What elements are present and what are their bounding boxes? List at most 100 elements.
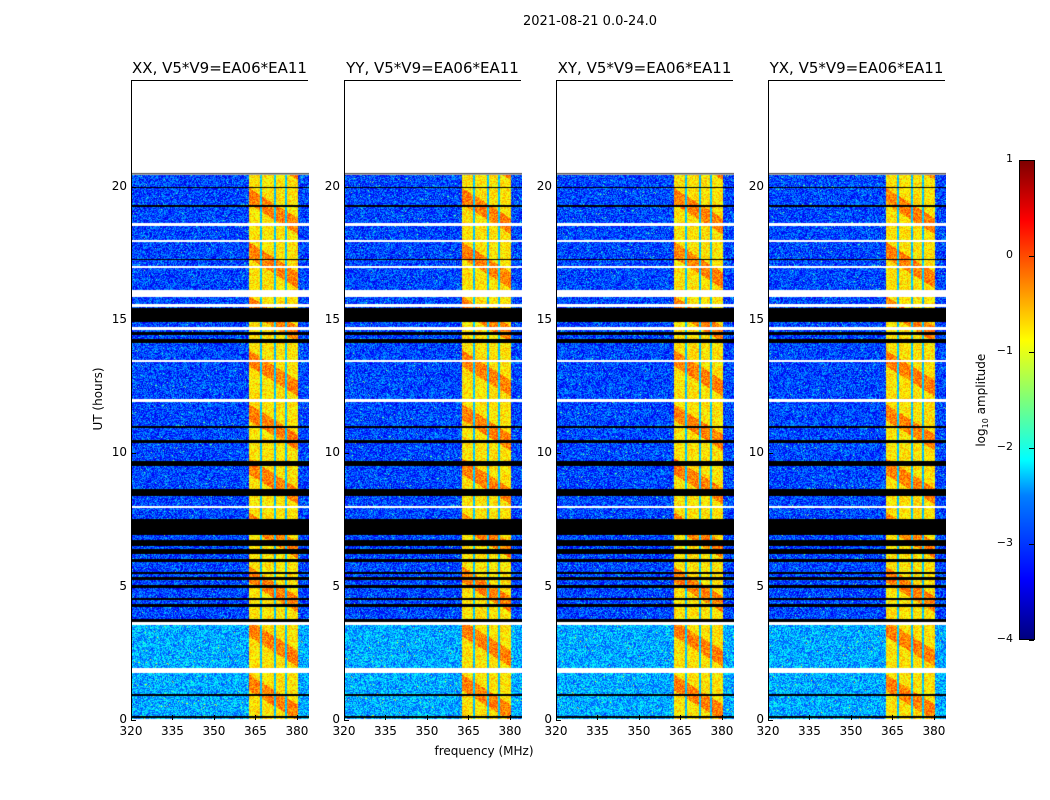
x-tick-label: 320: [544, 724, 568, 738]
x-axis-label: frequency (MHz): [434, 744, 534, 758]
y-tick-label: 0: [756, 712, 764, 726]
y-tick-label: 10: [536, 445, 552, 460]
colorbar: [1019, 160, 1035, 640]
heatmap-image: [557, 81, 734, 721]
x-tick-label: 380: [922, 724, 946, 738]
x-tick: [680, 715, 682, 720]
y-tick: [131, 320, 136, 321]
y-tick-label: 0: [544, 712, 552, 726]
y-tick: [344, 320, 349, 321]
x-tick: [296, 715, 298, 720]
heatmap-image: [769, 81, 946, 721]
x-tick-label: 320: [119, 724, 143, 738]
y-tick-label: 20: [536, 178, 552, 193]
colorbar-tick-label: 0: [1006, 248, 1013, 261]
x-tick: [892, 715, 894, 720]
x-tick: [556, 715, 557, 720]
heatmap-image: [345, 81, 522, 721]
x-tick-label: 350: [627, 724, 651, 738]
y-tick-label: 10: [748, 445, 764, 460]
y-tick: [768, 586, 773, 588]
y-tick-label: 15: [536, 312, 552, 326]
y-tick: [556, 186, 561, 188]
x-tick: [638, 715, 640, 720]
y-tick-label: 15: [111, 312, 127, 326]
y-tick: [344, 453, 349, 455]
y-tick: [556, 320, 561, 321]
y-tick-label: 5: [119, 578, 127, 593]
y-tick-label: 15: [748, 312, 764, 326]
x-tick-label: 365: [881, 724, 904, 738]
y-tick-label: 20: [324, 178, 340, 193]
y-tick-label: 5: [544, 578, 552, 593]
y-axis-label: UT (hours): [91, 367, 105, 431]
y-tick-label: 20: [748, 178, 764, 193]
x-tick: [509, 715, 511, 720]
y-tick: [344, 720, 349, 721]
x-tick-label: 365: [457, 724, 480, 738]
colorbar-tick: [1029, 352, 1034, 353]
x-tick: [385, 715, 387, 720]
y-tick: [344, 586, 349, 588]
y-tick-label: 10: [111, 445, 127, 460]
colorbar-tick: [1029, 256, 1034, 257]
y-tick: [131, 186, 136, 188]
x-tick: [426, 715, 428, 720]
panel-title: XY, V5*V9=EA06*EA11: [557, 59, 732, 77]
x-tick-label: 380: [285, 724, 309, 738]
x-tick: [468, 715, 470, 720]
x-tick-label: 335: [798, 724, 821, 738]
colorbar-tick-label: −2: [996, 440, 1013, 453]
x-tick: [213, 715, 215, 720]
y-tick: [131, 453, 136, 455]
x-tick: [131, 715, 132, 720]
x-tick: [933, 715, 935, 720]
y-tick: [768, 720, 773, 721]
x-tick-label: 350: [415, 724, 439, 738]
colorbar-tick-label: −1: [996, 344, 1013, 357]
y-tick-label: 0: [332, 712, 340, 726]
y-tick: [344, 186, 349, 188]
x-tick: [850, 715, 852, 720]
y-tick: [768, 320, 773, 321]
heatmap-panel: [556, 80, 734, 721]
x-tick: [597, 715, 599, 720]
y-tick: [556, 586, 561, 588]
y-tick-label: 20: [111, 178, 127, 193]
x-tick: [255, 715, 257, 720]
colorbar-tick-label: −4: [996, 632, 1013, 645]
x-tick-label: 320: [332, 724, 356, 738]
colorbar-label-rest: amplitude: [973, 353, 988, 419]
x-tick-label: 335: [586, 724, 609, 738]
heatmap-panel: [768, 80, 946, 721]
y-tick: [556, 720, 561, 721]
x-tick-label: 380: [498, 724, 522, 738]
x-tick-label: 365: [669, 724, 692, 738]
x-tick: [809, 715, 811, 720]
colorbar-tick: [1029, 448, 1034, 449]
colorbar-tick-label: 1: [1006, 152, 1013, 165]
y-tick-label: 0: [119, 712, 127, 726]
panel-title: YY, V5*V9=EA06*EA11: [346, 59, 519, 77]
x-tick: [172, 715, 174, 720]
figure-title: 2021-08-21 0.0-24.0: [523, 14, 657, 29]
heatmap-panel: [344, 80, 522, 721]
y-tick: [556, 453, 561, 455]
heatmap-image: [132, 81, 309, 721]
colorbar-tick: [1029, 544, 1034, 545]
x-tick-label: 335: [374, 724, 397, 738]
y-tick: [768, 453, 773, 455]
x-tick: [721, 715, 723, 720]
x-tick-label: 320: [756, 724, 780, 738]
x-tick-label: 335: [161, 724, 184, 738]
x-tick: [768, 715, 769, 720]
y-tick-label: 5: [332, 578, 340, 593]
heatmap-panel: [131, 80, 309, 721]
y-tick: [131, 586, 136, 588]
y-tick-label: 15: [324, 312, 340, 326]
x-tick-label: 365: [244, 724, 267, 738]
x-tick-label: 380: [710, 724, 734, 738]
y-tick: [768, 186, 773, 188]
x-tick: [344, 715, 345, 720]
panel-title: XX, V5*V9=EA06*EA11: [132, 59, 307, 77]
